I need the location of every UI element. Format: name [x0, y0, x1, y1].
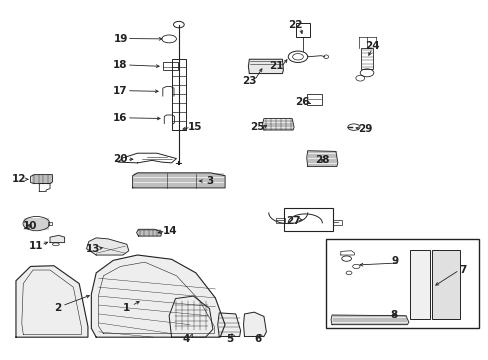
- Polygon shape: [132, 173, 224, 188]
- Bar: [332, 220, 341, 225]
- Bar: [306, 94, 322, 105]
- Text: 12: 12: [12, 174, 26, 184]
- Bar: [431, 250, 459, 319]
- Text: 20: 20: [113, 154, 127, 164]
- Text: 19: 19: [113, 33, 127, 44]
- Polygon shape: [50, 235, 64, 243]
- Polygon shape: [136, 229, 162, 236]
- Text: 1: 1: [123, 303, 130, 313]
- Polygon shape: [243, 312, 266, 337]
- Polygon shape: [217, 313, 240, 337]
- Polygon shape: [169, 296, 212, 337]
- Polygon shape: [248, 59, 283, 73]
- Polygon shape: [306, 151, 337, 166]
- Text: 11: 11: [29, 241, 43, 251]
- Bar: [163, 63, 178, 70]
- Bar: [409, 250, 429, 319]
- Text: 18: 18: [113, 60, 127, 70]
- Text: 24: 24: [365, 41, 379, 51]
- Bar: [276, 218, 285, 223]
- Text: 23: 23: [242, 76, 256, 86]
- Text: 21: 21: [269, 62, 283, 71]
- Bar: [47, 222, 52, 225]
- Polygon shape: [262, 118, 293, 130]
- Text: 2: 2: [54, 303, 61, 313]
- Bar: [361, 48, 372, 69]
- Polygon shape: [91, 255, 224, 337]
- Text: 27: 27: [285, 216, 300, 226]
- Text: 14: 14: [163, 226, 178, 236]
- Text: 4: 4: [182, 334, 189, 344]
- Text: 8: 8: [390, 310, 397, 320]
- Text: 9: 9: [391, 256, 398, 266]
- Bar: [325, 239, 478, 328]
- Polygon shape: [30, 175, 52, 184]
- Text: 28: 28: [314, 156, 329, 165]
- Polygon shape: [86, 238, 128, 255]
- Bar: [284, 207, 332, 231]
- Text: 13: 13: [85, 244, 100, 253]
- Text: 26: 26: [295, 98, 309, 108]
- Polygon shape: [330, 315, 408, 325]
- Polygon shape: [16, 266, 88, 337]
- Text: 16: 16: [113, 113, 127, 123]
- Bar: [295, 23, 309, 37]
- Text: 6: 6: [254, 334, 261, 344]
- Text: 15: 15: [187, 122, 202, 132]
- Bar: [171, 59, 186, 130]
- Text: 22: 22: [288, 19, 302, 30]
- Text: 29: 29: [357, 124, 371, 134]
- Text: 25: 25: [249, 122, 264, 132]
- Text: 3: 3: [205, 176, 213, 186]
- Text: 10: 10: [22, 221, 37, 231]
- Text: 17: 17: [113, 86, 127, 96]
- Text: 7: 7: [459, 265, 466, 275]
- Text: 5: 5: [226, 334, 233, 344]
